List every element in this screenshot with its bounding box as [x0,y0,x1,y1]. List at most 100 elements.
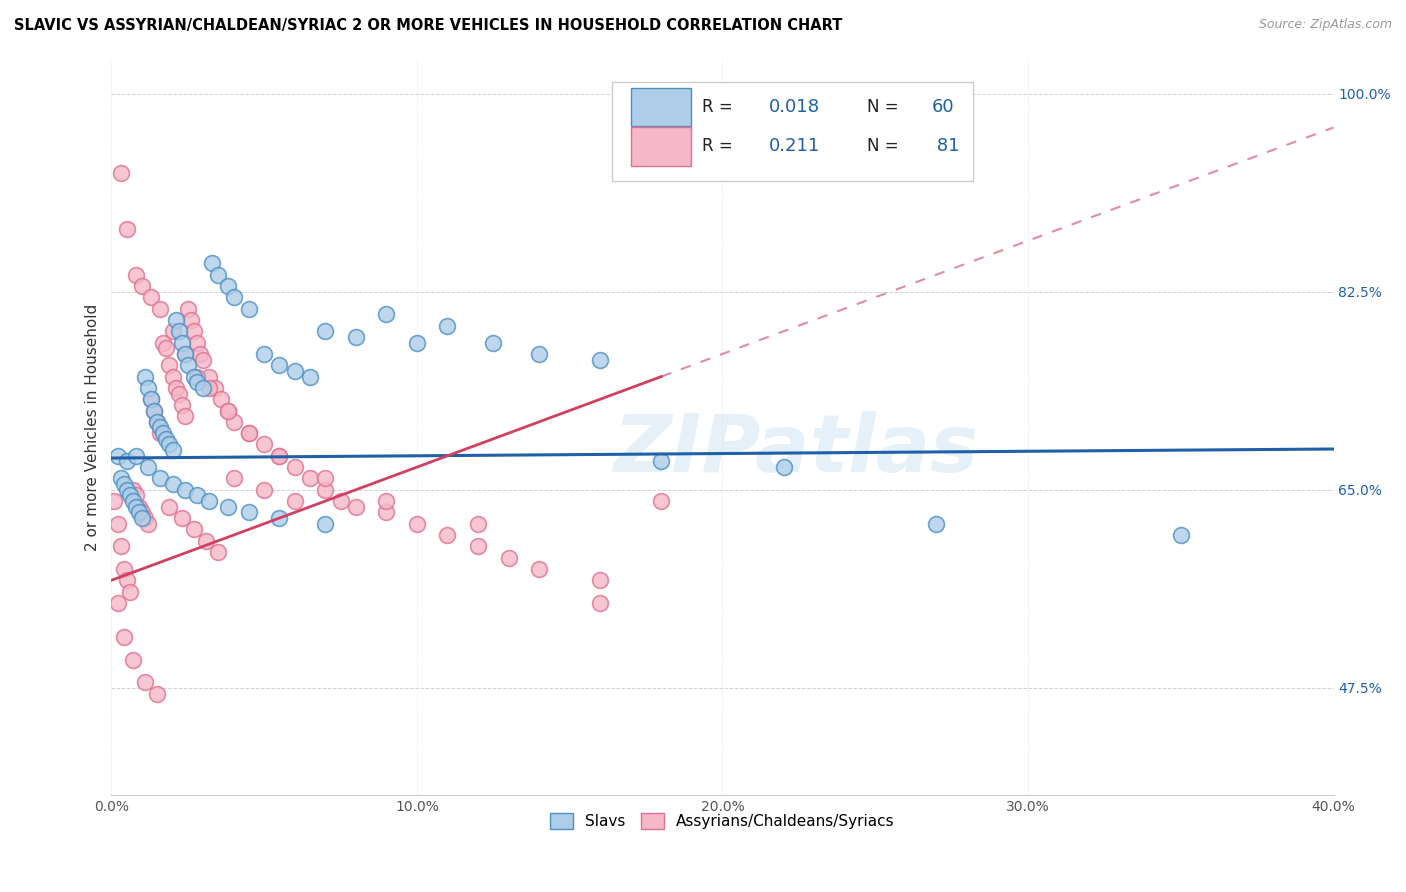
Point [165,313,187,327]
Point [165,381,187,395]
Point [146,415,169,429]
Point [167,386,190,401]
Point [269,358,291,372]
Point [139,392,162,407]
Point [149,471,172,485]
Text: 81: 81 [931,137,960,155]
Point [173,347,195,361]
Point [162,324,184,338]
Point [589,596,612,610]
Point [159,358,181,372]
Point [186,335,208,350]
Point [173,347,195,361]
Point [149,426,172,441]
Point [134,511,156,525]
Point [209,392,232,407]
Point [128,505,150,519]
Point [136,516,159,531]
Point [183,522,205,536]
Point [125,268,148,282]
Point [186,488,208,502]
Point [527,562,550,576]
Point [238,505,260,519]
Point [110,540,132,554]
Point [589,574,612,588]
Point [238,426,260,441]
Point [217,279,239,293]
Point [772,460,794,475]
Point [112,477,135,491]
Point [589,352,612,367]
Y-axis label: 2 or more Vehicles in Household: 2 or more Vehicles in Household [86,304,100,551]
Text: N =: N = [866,137,904,155]
Point [143,403,166,417]
Point [115,454,138,468]
Point [186,375,208,389]
FancyBboxPatch shape [631,128,690,166]
Point [269,449,291,463]
Point [152,426,174,441]
Point [173,409,195,424]
Point [183,324,205,338]
Point [162,477,184,491]
Text: 0.211: 0.211 [769,137,820,155]
Point [467,540,489,554]
Point [131,505,153,519]
Point [159,500,181,514]
Point [238,301,260,316]
Point [121,483,143,497]
Point [238,426,260,441]
Point [125,449,148,463]
FancyBboxPatch shape [631,87,690,126]
Point [650,494,672,508]
Text: R =: R = [702,137,738,155]
Point [131,511,153,525]
Point [298,471,321,485]
Point [149,420,172,434]
Point [284,364,307,378]
Point [155,341,177,355]
Point [253,437,276,451]
Point [527,347,550,361]
Point [217,403,239,417]
Point [162,369,184,384]
Point [159,437,181,451]
Text: Source: ZipAtlas.com: Source: ZipAtlas.com [1258,18,1392,31]
Point [136,381,159,395]
Point [191,381,214,395]
Point [134,369,156,384]
Point [198,494,221,508]
Point [406,516,429,531]
Point [436,528,458,542]
Point [269,511,291,525]
Point [118,488,141,502]
Point [177,301,200,316]
Point [1170,528,1192,542]
Point [112,630,135,644]
Point [152,335,174,350]
Point [204,381,226,395]
Point [173,483,195,497]
Point [139,392,162,407]
Point [329,494,352,508]
Point [177,358,200,372]
Text: 0.018: 0.018 [769,98,820,116]
FancyBboxPatch shape [613,82,973,181]
Point [201,256,224,270]
Point [498,550,520,565]
Point [139,290,162,304]
Point [375,307,398,321]
Point [170,335,193,350]
Point [198,369,221,384]
Point [125,488,148,502]
Point [269,449,291,463]
Point [344,330,367,344]
Text: 60: 60 [931,98,955,116]
Point [186,369,208,384]
Text: SLAVIC VS ASSYRIAN/CHALDEAN/SYRIAC 2 OR MORE VEHICLES IN HOUSEHOLD CORRELATION C: SLAVIC VS ASSYRIAN/CHALDEAN/SYRIAC 2 OR … [14,18,842,33]
Point [180,313,202,327]
Point [121,652,143,666]
Text: N =: N = [866,98,904,116]
Point [222,415,245,429]
Point [222,471,245,485]
